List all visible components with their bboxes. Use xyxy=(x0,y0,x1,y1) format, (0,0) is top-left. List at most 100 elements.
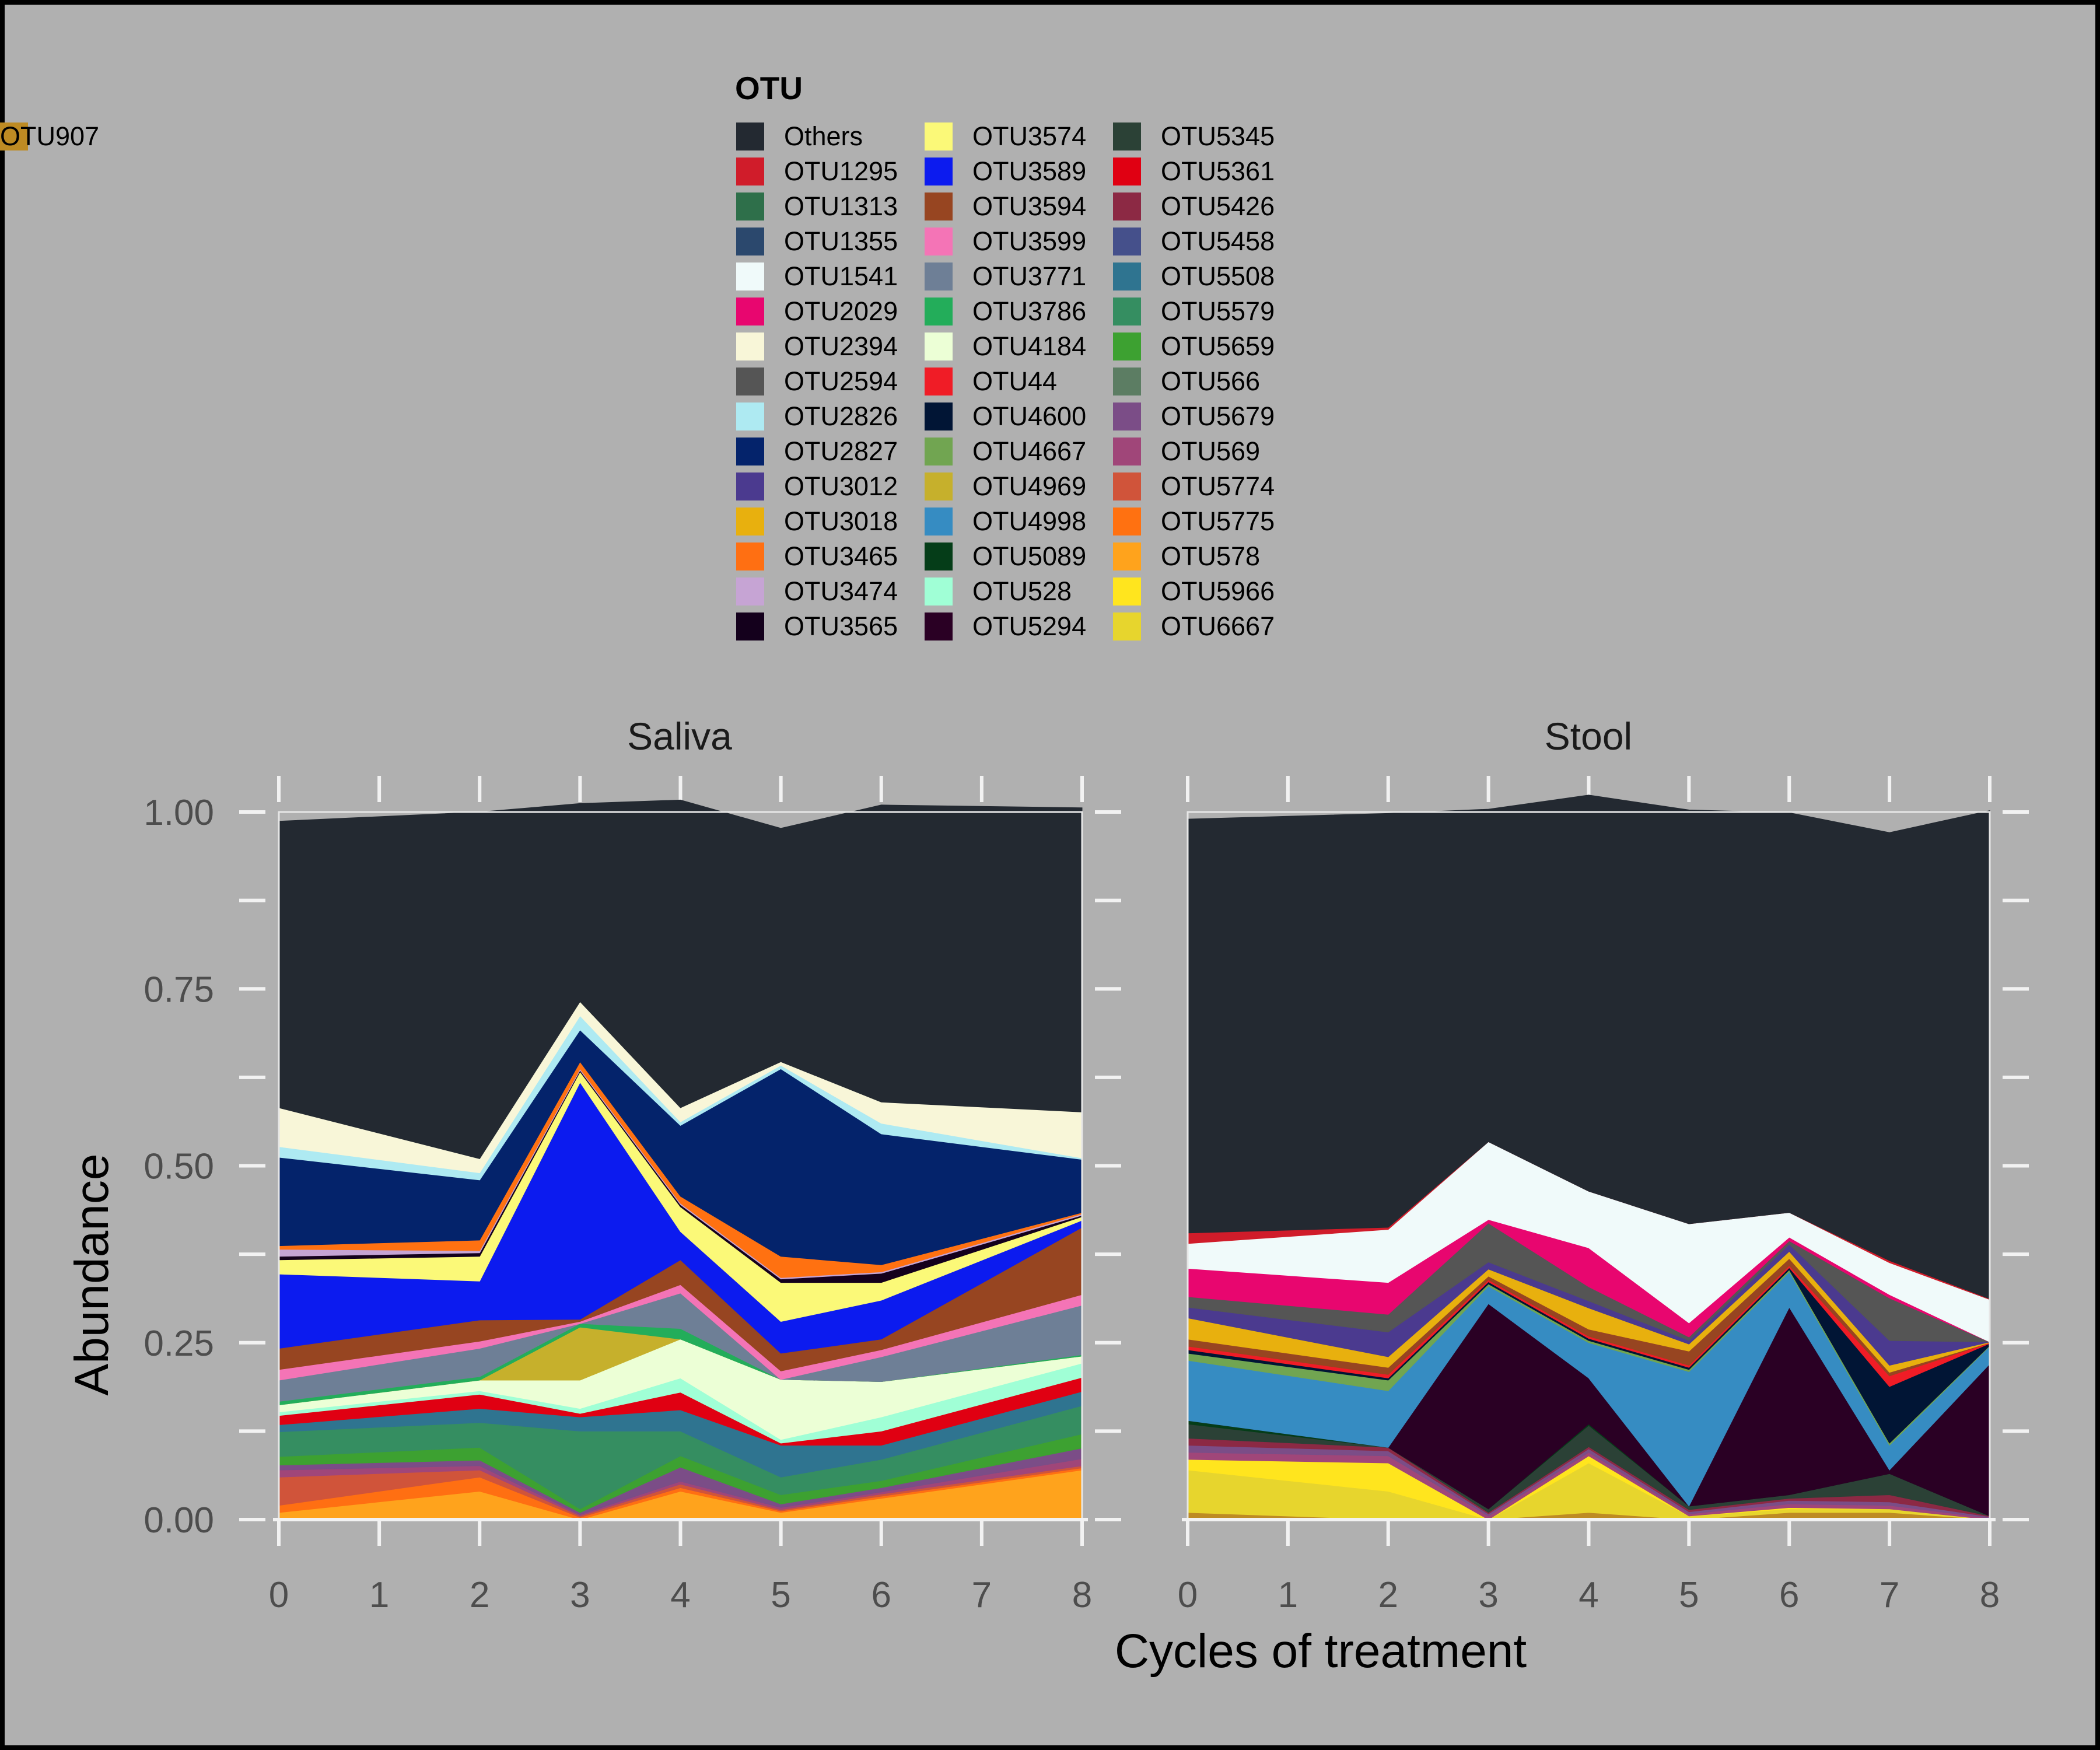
legend-key-otu5294 xyxy=(925,612,953,640)
legend-key-otu2594 xyxy=(736,368,764,396)
legend-label-otu1313: OTU1313 xyxy=(784,191,898,221)
legend-label-otu2594: OTU2594 xyxy=(784,366,898,396)
legend-key-otu3771 xyxy=(925,262,953,290)
legend-key-otu5345 xyxy=(1113,123,1141,150)
saliva-x-tick-label: 7 xyxy=(972,1575,992,1615)
legend-label-otu4969: OTU4969 xyxy=(972,471,1086,501)
legend-label-otu5679: OTU5679 xyxy=(1161,401,1275,431)
legend-label-otu3589: OTU3589 xyxy=(972,156,1086,186)
legend-label-otu5426: OTU5426 xyxy=(1161,191,1275,221)
legend-label-otu2394: OTU2394 xyxy=(784,331,898,361)
legend-label-otu1541: OTU1541 xyxy=(784,261,898,291)
legend-key-otu5679 xyxy=(1113,402,1141,430)
legend-label-otu5579: OTU5579 xyxy=(1161,296,1275,326)
stool-x-tick-label: 3 xyxy=(1478,1575,1498,1615)
legend-key-otu3565 xyxy=(736,612,764,640)
legend-label-otu528: OTU528 xyxy=(972,576,1072,606)
legend-key-otu5659 xyxy=(1113,332,1141,360)
legend-label-otu2029: OTU2029 xyxy=(784,296,898,326)
saliva-area-others xyxy=(278,799,1083,1159)
legend-key-otu2394 xyxy=(736,332,764,360)
saliva-x-tick-label: 6 xyxy=(872,1575,891,1615)
stool-x-tick-label: 0 xyxy=(1178,1575,1198,1615)
legend-key-otu3474 xyxy=(736,578,764,606)
legend-key-otu5774 xyxy=(1113,473,1141,501)
panel-stool-strip-label: Stool xyxy=(1545,715,1632,758)
legend-label-otu578: OTU578 xyxy=(1161,541,1260,571)
panel-saliva: Saliva 0 1 2 3 4 5 6 7 8 xyxy=(239,715,1121,1615)
legend-key-otu3012 xyxy=(736,473,764,501)
legend-label-otu4600: OTU4600 xyxy=(972,401,1086,431)
legend-label-otu3599: OTU3599 xyxy=(972,226,1086,256)
legend-label-otu6667: OTU6667 xyxy=(1161,611,1275,641)
saliva-x-tick-label: 4 xyxy=(670,1575,690,1615)
legend-label-otu3565: OTU3565 xyxy=(784,611,898,641)
legend-label-otu4667: OTU4667 xyxy=(972,436,1086,466)
legend-label-otu4184: OTU4184 xyxy=(972,331,1086,361)
legend-key-otu2029 xyxy=(736,298,764,326)
y-tick-label: 0.25 xyxy=(144,1324,214,1364)
legend-key-otu3465 xyxy=(736,542,764,570)
y-axis-tick-labels: 0.00 0.25 0.50 0.75 1.00 xyxy=(144,793,214,1541)
legend-key-otu907 xyxy=(0,123,28,150)
stool-x-tick-label: 6 xyxy=(1779,1575,1799,1615)
legend-key-otu3599 xyxy=(925,228,953,256)
legend-label-otu1295: OTU1295 xyxy=(784,156,898,186)
legend-key-otu4600 xyxy=(925,402,953,430)
saliva-x-tick-label: 2 xyxy=(470,1575,489,1615)
legend-key-otu5775 xyxy=(1113,508,1141,536)
legend-label-otu907: OTU907 xyxy=(0,121,99,151)
legend-label-otu5508: OTU5508 xyxy=(1161,261,1275,291)
legend-key-otu5966 xyxy=(1113,578,1141,606)
saliva-x-tick-label: 5 xyxy=(771,1575,790,1615)
legend-label-otu569: OTU569 xyxy=(1161,436,1260,466)
legend-title: OTU xyxy=(735,70,803,106)
legend-label-otu3018: OTU3018 xyxy=(784,506,898,536)
legend-label-otu5659: OTU5659 xyxy=(1161,331,1275,361)
y-tick-label: 0.50 xyxy=(144,1147,214,1187)
y-tick-label: 1.00 xyxy=(144,793,214,833)
legend-key-otu4184 xyxy=(925,332,953,360)
legend-label-otu5345: OTU5345 xyxy=(1161,121,1275,151)
legend-label-otu5089: OTU5089 xyxy=(972,541,1086,571)
stool-x-tick-label: 5 xyxy=(1679,1575,1699,1615)
stool-x-tick-label: 1 xyxy=(1278,1575,1298,1615)
legend-label-otu44: OTU44 xyxy=(972,366,1057,396)
legend-key-otu3594 xyxy=(925,192,953,220)
legend-label-otu5775: OTU5775 xyxy=(1161,506,1275,536)
legend-key-otu569 xyxy=(1113,438,1141,466)
legend-key-others xyxy=(736,123,764,150)
legend-label-otu5458: OTU5458 xyxy=(1161,226,1275,256)
y-axis-title: Abundance xyxy=(65,1154,118,1396)
y-tick-label: 0.75 xyxy=(144,970,214,1010)
legend-key-otu5361 xyxy=(1113,158,1141,186)
legend-key-otu6667 xyxy=(1113,612,1141,640)
legend-label-otu3465: OTU3465 xyxy=(784,541,898,571)
legend-key-otu566 xyxy=(1113,368,1141,396)
saliva-x-tick-label: 3 xyxy=(570,1575,590,1615)
legend-label-otu5361: OTU5361 xyxy=(1161,156,1275,186)
legend-key-otu2826 xyxy=(736,402,764,430)
legend-label-otu5774: OTU5774 xyxy=(1161,471,1275,501)
saliva-x-tick-label: 1 xyxy=(369,1575,389,1615)
legend-key-otu44 xyxy=(925,368,953,396)
legend-label-otu4998: OTU4998 xyxy=(972,506,1086,536)
legend-label-otu1355: OTU1355 xyxy=(784,226,898,256)
panel-stool: Stool 0 1 2 3 4 5 6 7 8 xyxy=(1178,715,2029,1615)
legend-key-otu5458 xyxy=(1113,228,1141,256)
legend-key-otu1295 xyxy=(736,158,764,186)
y-tick-label: 0.00 xyxy=(144,1500,214,1541)
saliva-x-tick-label: 8 xyxy=(1072,1575,1092,1615)
legend-label-otu5966: OTU5966 xyxy=(1161,576,1275,606)
legend-label-otu5294: OTU5294 xyxy=(972,611,1086,641)
legend-label-otu566: OTU566 xyxy=(1161,366,1260,396)
stool-x-tick-label: 2 xyxy=(1378,1575,1398,1615)
legend-key-otu528 xyxy=(925,578,953,606)
legend-key-otu4667 xyxy=(925,438,953,466)
legend-key-otu1355 xyxy=(736,228,764,256)
legend-label-otu3771: OTU3771 xyxy=(972,261,1086,291)
stool-x-tick-label: 4 xyxy=(1578,1575,1598,1615)
legend-key-otu1313 xyxy=(736,192,764,220)
legend-label-others: Others xyxy=(784,121,863,151)
legend-key-otu5426 xyxy=(1113,192,1141,220)
